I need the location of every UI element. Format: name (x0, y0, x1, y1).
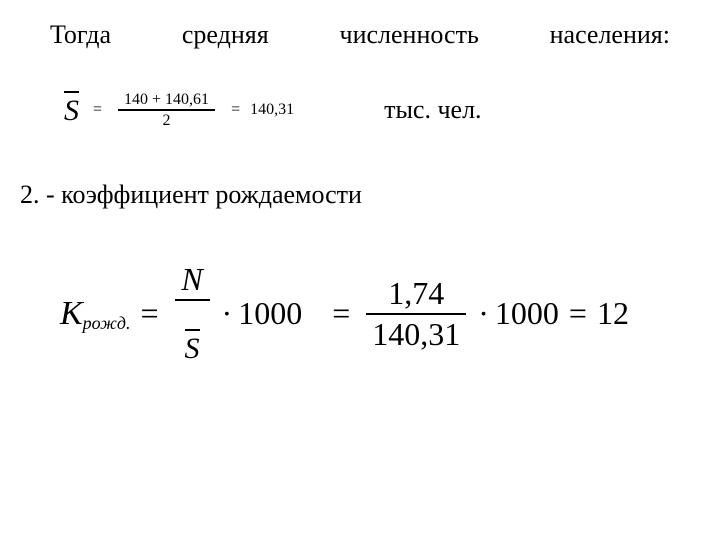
equation-mean-population: S = 140 + 140,61 2 = 140,31 тыс. чел. (60, 90, 680, 130)
fraction-sbar: 140 + 140,61 2 (118, 90, 215, 130)
header-line: Тогда средняя численность населения: (50, 20, 670, 50)
k-symbol: К (60, 295, 83, 333)
k-subscript: рожд. (83, 313, 131, 334)
header-word-1: Тогда (50, 20, 111, 50)
item-2-label: 2. - коэффициент рождаемости (20, 180, 680, 210)
multiplier-1000: 1000 (495, 295, 559, 332)
dot-operator: · (478, 295, 489, 332)
header-word-2: средняя (182, 20, 269, 50)
fraction-numerator-n: N (175, 260, 208, 298)
equation-birth-rate: К рожд. = N S · 1000 = 1,74 140,31 · 100… (60, 260, 680, 366)
equals-sign: = (569, 295, 587, 332)
fraction-denominator: 2 (157, 111, 177, 130)
sbar-result: 140,31 (250, 101, 294, 119)
dot-operator: · (222, 295, 233, 332)
page: Тогда средняя численность населения: S =… (0, 0, 720, 540)
fraction-denominator-sbar: S (175, 301, 210, 367)
equals-sign: = (231, 101, 240, 119)
s-bar-symbol: S (64, 91, 79, 129)
fraction-numerator: 140 + 140,61 (118, 90, 215, 109)
multiplier-1000: 1000 (238, 295, 302, 332)
equals-sign: = (332, 295, 350, 332)
unit-label: тыс. чел. (384, 95, 481, 125)
result-value: 12 (597, 295, 629, 332)
fraction-denominator-value: 140,31 (366, 315, 466, 353)
header-word-3: численность (340, 20, 479, 50)
fraction-n-over-sbar: N S (175, 260, 210, 366)
fraction-numerator-value: 1,74 (382, 274, 450, 312)
header-word-4: населения: (550, 20, 670, 50)
equals-sign: = (140, 295, 158, 332)
equals-sign: = (93, 101, 102, 119)
fraction-values: 1,74 140,31 (366, 274, 466, 353)
